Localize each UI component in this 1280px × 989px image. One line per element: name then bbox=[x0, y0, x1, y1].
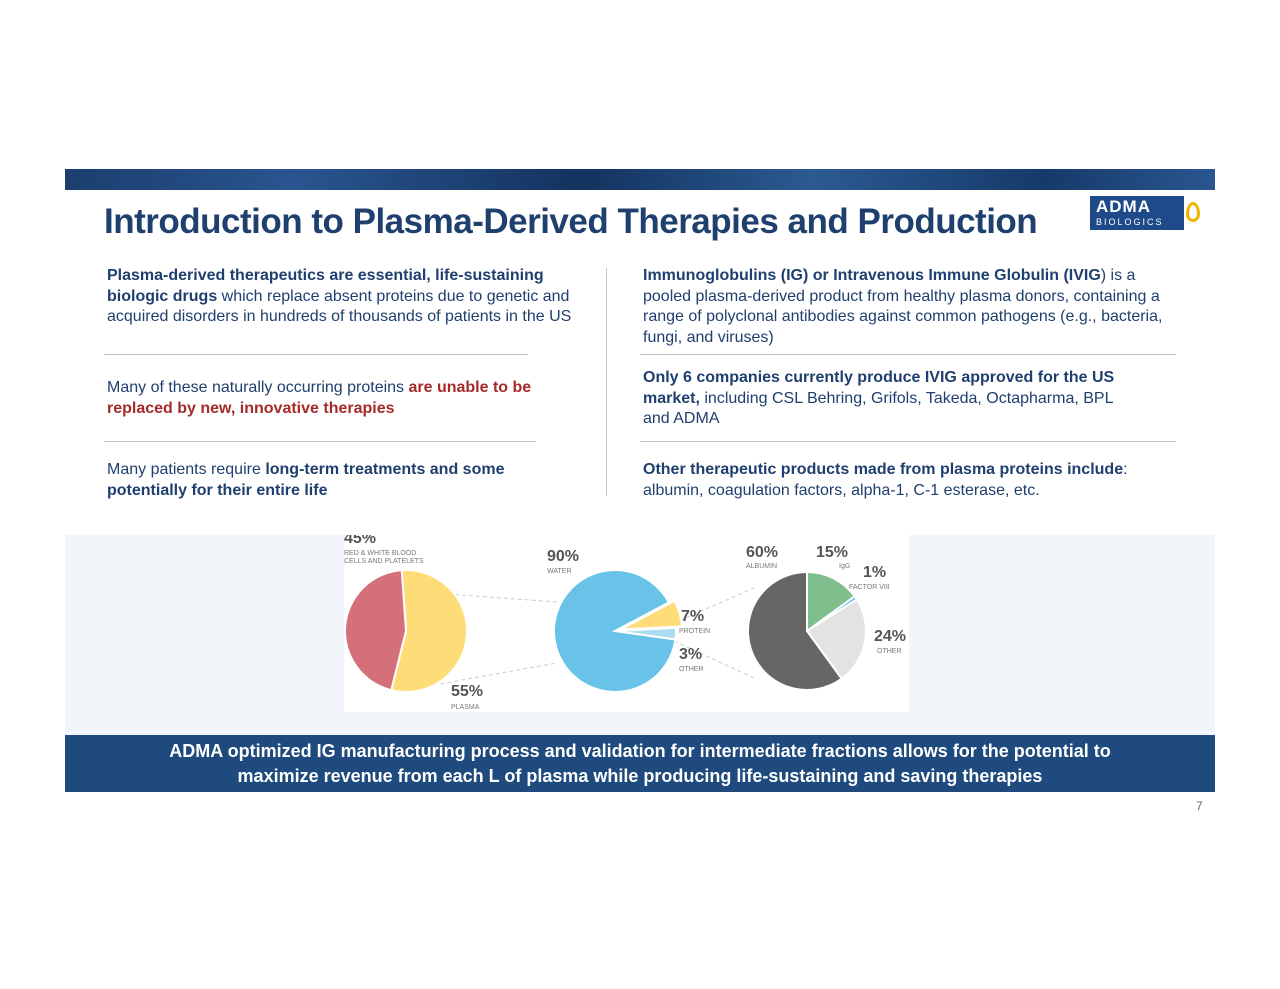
right-divider-1 bbox=[640, 354, 1176, 355]
left-paragraph-3: Many patients require long-term treatmen… bbox=[107, 460, 567, 501]
pie3-slice-other bbox=[805, 598, 867, 681]
page-title: Introduction to Plasma-Derived Therapies… bbox=[104, 202, 1038, 241]
logo-box: ADMA BIOLOGICS bbox=[1090, 196, 1184, 230]
top-banner bbox=[65, 169, 1215, 190]
pie3-label-4-pct: 24% bbox=[874, 628, 906, 645]
adma-logo: ADMA BIOLOGICS bbox=[1090, 196, 1206, 230]
pie3-label-4-text: OTHER bbox=[877, 648, 902, 655]
left-p1-bold: Plasma-derived therapeutics are essentia… bbox=[107, 267, 544, 305]
conclusion-line-2: maximize revenue from each L of plasma w… bbox=[237, 766, 1043, 786]
pie3-label-1-text: ALBUMIN bbox=[746, 563, 777, 570]
pie3-label-2-text: IgG bbox=[839, 563, 850, 570]
connector-line-3 bbox=[673, 587, 755, 624]
pie2-label-1-pct: 90% bbox=[547, 548, 579, 565]
pie2-label-1-text: WATER bbox=[547, 568, 572, 575]
left-p2-start: Many of these naturally occurring protei… bbox=[107, 379, 409, 396]
left-p3-bold: long-term treatments and some potentiall… bbox=[107, 461, 505, 499]
pie2-label-2-text: PROTEIN bbox=[679, 628, 710, 635]
drop-icon bbox=[1186, 202, 1200, 222]
left-p2-red: are unable to be replaced by new, innova… bbox=[107, 379, 532, 417]
pie2-slice-protein bbox=[620, 599, 683, 631]
right-p3-bold: Other therapeutic products made from pla… bbox=[643, 461, 1124, 478]
left-p3-start: Many patients require bbox=[107, 461, 266, 478]
connector-line-2 bbox=[405, 662, 558, 691]
pie1-slice-red-white-blood-cells-and-platelets bbox=[344, 569, 408, 692]
pie3-label-2-pct: 15% bbox=[816, 544, 848, 561]
pie3-label-1-pct: 60% bbox=[746, 544, 778, 561]
connector-line-1 bbox=[405, 590, 558, 603]
pie3-label-3-text: FACTOR VIII bbox=[849, 584, 890, 591]
pie1-label-2-text: PLASMA bbox=[451, 704, 480, 711]
pie3-slice-igg bbox=[806, 570, 857, 633]
right-paragraph-3: Other therapeutic products made from pla… bbox=[643, 460, 1188, 501]
left-divider-1 bbox=[104, 354, 528, 355]
right-p3-rest: : albumin, coagulation factors, alpha-1,… bbox=[643, 461, 1128, 499]
pie1-slice-plasma bbox=[390, 569, 468, 693]
right-paragraph-2: Only 6 companies currently produce IVIG … bbox=[643, 368, 1143, 430]
connector-line-4 bbox=[673, 640, 755, 679]
logo-main-text: ADMA bbox=[1096, 197, 1151, 216]
plasma-composition-charts: 45% RED & WHITE BLOOD CELLS AND PLATELETS… bbox=[344, 530, 906, 711]
chart-card: 45% RED & WHITE BLOOD CELLS AND PLATELETS… bbox=[344, 530, 909, 712]
column-divider bbox=[606, 268, 607, 496]
logo-sub-text: BIOLOGICS bbox=[1096, 217, 1164, 227]
pie1-label-1-text: RED & WHITE BLOOD CELLS AND PLATELETS bbox=[344, 550, 424, 565]
conclusion-line-1: ADMA optimized IG manufacturing process … bbox=[169, 741, 1111, 761]
left-divider-2 bbox=[104, 441, 536, 442]
conclusion-banner: ADMA optimized IG manufacturing process … bbox=[65, 735, 1215, 792]
right-paragraph-1: Immunoglobulins (IG) or Intravenous Immu… bbox=[643, 266, 1183, 348]
pie2-label-3-pct: 3% bbox=[679, 646, 702, 663]
pie2-label-3-text: OTHER bbox=[679, 666, 704, 673]
pie1-label-1-pct: 45% bbox=[344, 535, 376, 547]
right-p2-bold: Only 6 companies currently produce IVIG … bbox=[643, 369, 1115, 407]
pie2-label-2-pct: 7% bbox=[681, 608, 704, 625]
left-paragraph-1: Plasma-derived therapeutics are essentia… bbox=[107, 266, 597, 328]
pie1-label-2-pct: 55% bbox=[451, 683, 483, 700]
right-divider-2 bbox=[640, 441, 1176, 442]
pie2-slice-water bbox=[553, 569, 677, 693]
pie3-slice-albumin bbox=[747, 570, 844, 691]
right-p1-bold: Immunoglobulins (IG) or Intravenous Immu… bbox=[643, 267, 1101, 284]
page-number: 7 bbox=[1196, 799, 1203, 813]
right-p2-rest: including CSL Behring, Grifols, Takeda, … bbox=[643, 389, 1113, 428]
pie3-label-3-pct: 1% bbox=[863, 564, 886, 581]
left-p1-rest: which replace absent proteins due to gen… bbox=[107, 287, 572, 326]
right-p1-rest: ) is a pooled plasma-derived product fro… bbox=[643, 267, 1163, 346]
left-paragraph-2: Many of these naturally occurring protei… bbox=[107, 378, 587, 419]
